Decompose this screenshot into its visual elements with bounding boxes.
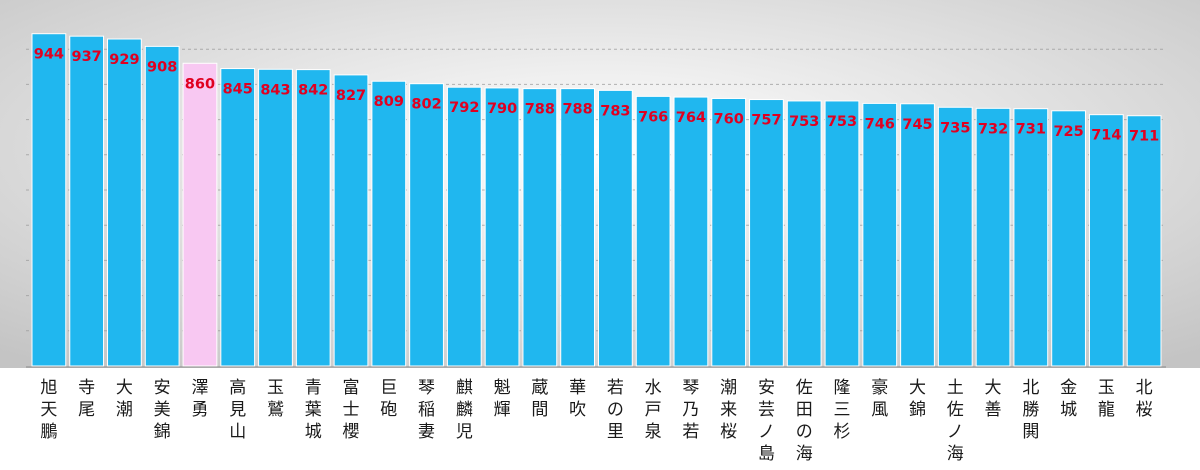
value-label: 711 bbox=[1129, 129, 1159, 145]
value-label: 757 bbox=[751, 113, 781, 129]
bar bbox=[673, 96, 709, 367]
category-label: 大潮 bbox=[116, 378, 133, 420]
bar bbox=[975, 107, 1011, 367]
value-label: 764 bbox=[676, 110, 706, 126]
category-label: 旭天鵬 bbox=[40, 378, 57, 442]
bar bbox=[295, 69, 331, 367]
value-label: 937 bbox=[72, 49, 102, 65]
bar bbox=[598, 89, 633, 367]
bar bbox=[635, 95, 671, 367]
value-label: 790 bbox=[487, 101, 517, 117]
category-label: 琴稲妻 bbox=[418, 378, 435, 442]
category-label: 北勝閧 bbox=[1022, 378, 1039, 442]
category-label: 華吹 bbox=[569, 378, 586, 420]
bar bbox=[900, 103, 935, 367]
value-label: 908 bbox=[147, 59, 177, 75]
bar bbox=[786, 100, 822, 367]
value-label: 809 bbox=[374, 94, 404, 110]
bar bbox=[220, 68, 256, 367]
value-label: 827 bbox=[336, 88, 366, 104]
category-label: 安芸ノ島 bbox=[758, 378, 775, 464]
value-label: 802 bbox=[411, 97, 441, 113]
category-label: 北桜 bbox=[1136, 378, 1153, 420]
value-labels: 944 937 929 908 860 845 843 842 827 809 802 792 790 7… bbox=[34, 47, 1160, 145]
category-label: 安美錦 bbox=[154, 378, 171, 442]
category-label: 青葉城 bbox=[305, 378, 322, 442]
category-label: 魁輝 bbox=[494, 378, 511, 420]
category-label: 土佐ノ海 bbox=[947, 378, 964, 464]
bar bbox=[1126, 115, 1162, 367]
bars bbox=[31, 33, 1162, 367]
bar bbox=[484, 87, 520, 367]
bar bbox=[1013, 108, 1049, 367]
value-label: 746 bbox=[865, 116, 895, 132]
bar bbox=[560, 88, 596, 367]
category-label: 潮来桜 bbox=[720, 378, 737, 442]
bar bbox=[409, 83, 444, 367]
value-label: 788 bbox=[525, 102, 555, 118]
category-label: 高見山 bbox=[229, 378, 246, 442]
value-label: 944 bbox=[34, 47, 64, 63]
category-label: 隆三杉 bbox=[833, 378, 850, 442]
category-label: 蔵間 bbox=[531, 378, 548, 420]
bar bbox=[937, 106, 973, 367]
category-label: 麒麟児 bbox=[456, 378, 473, 442]
bar bbox=[258, 68, 293, 367]
value-label: 753 bbox=[789, 114, 819, 130]
value-label: 760 bbox=[714, 111, 744, 127]
category-label: 大善 bbox=[985, 378, 1002, 420]
category-label: 若の里 bbox=[607, 378, 624, 442]
value-label: 842 bbox=[298, 83, 328, 99]
bar bbox=[446, 86, 482, 367]
bar bbox=[333, 74, 369, 367]
value-label: 845 bbox=[223, 82, 253, 98]
value-label: 929 bbox=[109, 52, 139, 68]
bar bbox=[522, 88, 558, 367]
bar bbox=[711, 97, 747, 367]
category-label: 玉鷲 bbox=[267, 378, 284, 420]
bar bbox=[1088, 114, 1124, 367]
bar bbox=[182, 62, 218, 367]
category-label: 寺尾 bbox=[78, 378, 95, 420]
category-label: 澤勇 bbox=[191, 378, 208, 420]
category-label: 巨砲 bbox=[380, 378, 397, 420]
category-label: 豪風 bbox=[871, 377, 888, 420]
category-label: 富士櫻 bbox=[343, 378, 360, 442]
value-label: 783 bbox=[600, 103, 630, 119]
category-label: 佐田の海 bbox=[796, 378, 813, 464]
bar bbox=[862, 102, 898, 367]
bar bbox=[31, 33, 67, 367]
category-label: 金城 bbox=[1060, 378, 1077, 420]
value-label: 860 bbox=[185, 76, 215, 92]
value-label: 843 bbox=[260, 82, 290, 98]
value-label: 766 bbox=[638, 109, 668, 125]
value-label: 731 bbox=[1016, 122, 1046, 138]
value-label: 714 bbox=[1091, 128, 1121, 144]
value-label: 732 bbox=[978, 121, 1008, 137]
value-label: 788 bbox=[562, 102, 592, 118]
bar bbox=[371, 80, 407, 367]
bar bbox=[824, 100, 860, 367]
bar bbox=[1051, 110, 1086, 367]
category-label: 水戸泉 bbox=[645, 378, 662, 442]
value-label: 725 bbox=[1053, 124, 1083, 140]
category-label: 玉龍 bbox=[1098, 378, 1115, 420]
value-label: 735 bbox=[940, 120, 970, 136]
bar bbox=[107, 38, 142, 367]
bar bbox=[144, 45, 180, 367]
bar bbox=[749, 99, 784, 367]
value-label: 745 bbox=[902, 117, 932, 133]
category-label: 大錦 bbox=[909, 378, 926, 420]
bar bbox=[69, 35, 105, 367]
value-label: 753 bbox=[827, 114, 857, 130]
value-label: 792 bbox=[449, 100, 479, 116]
category-label: 琴乃若 bbox=[682, 378, 699, 442]
